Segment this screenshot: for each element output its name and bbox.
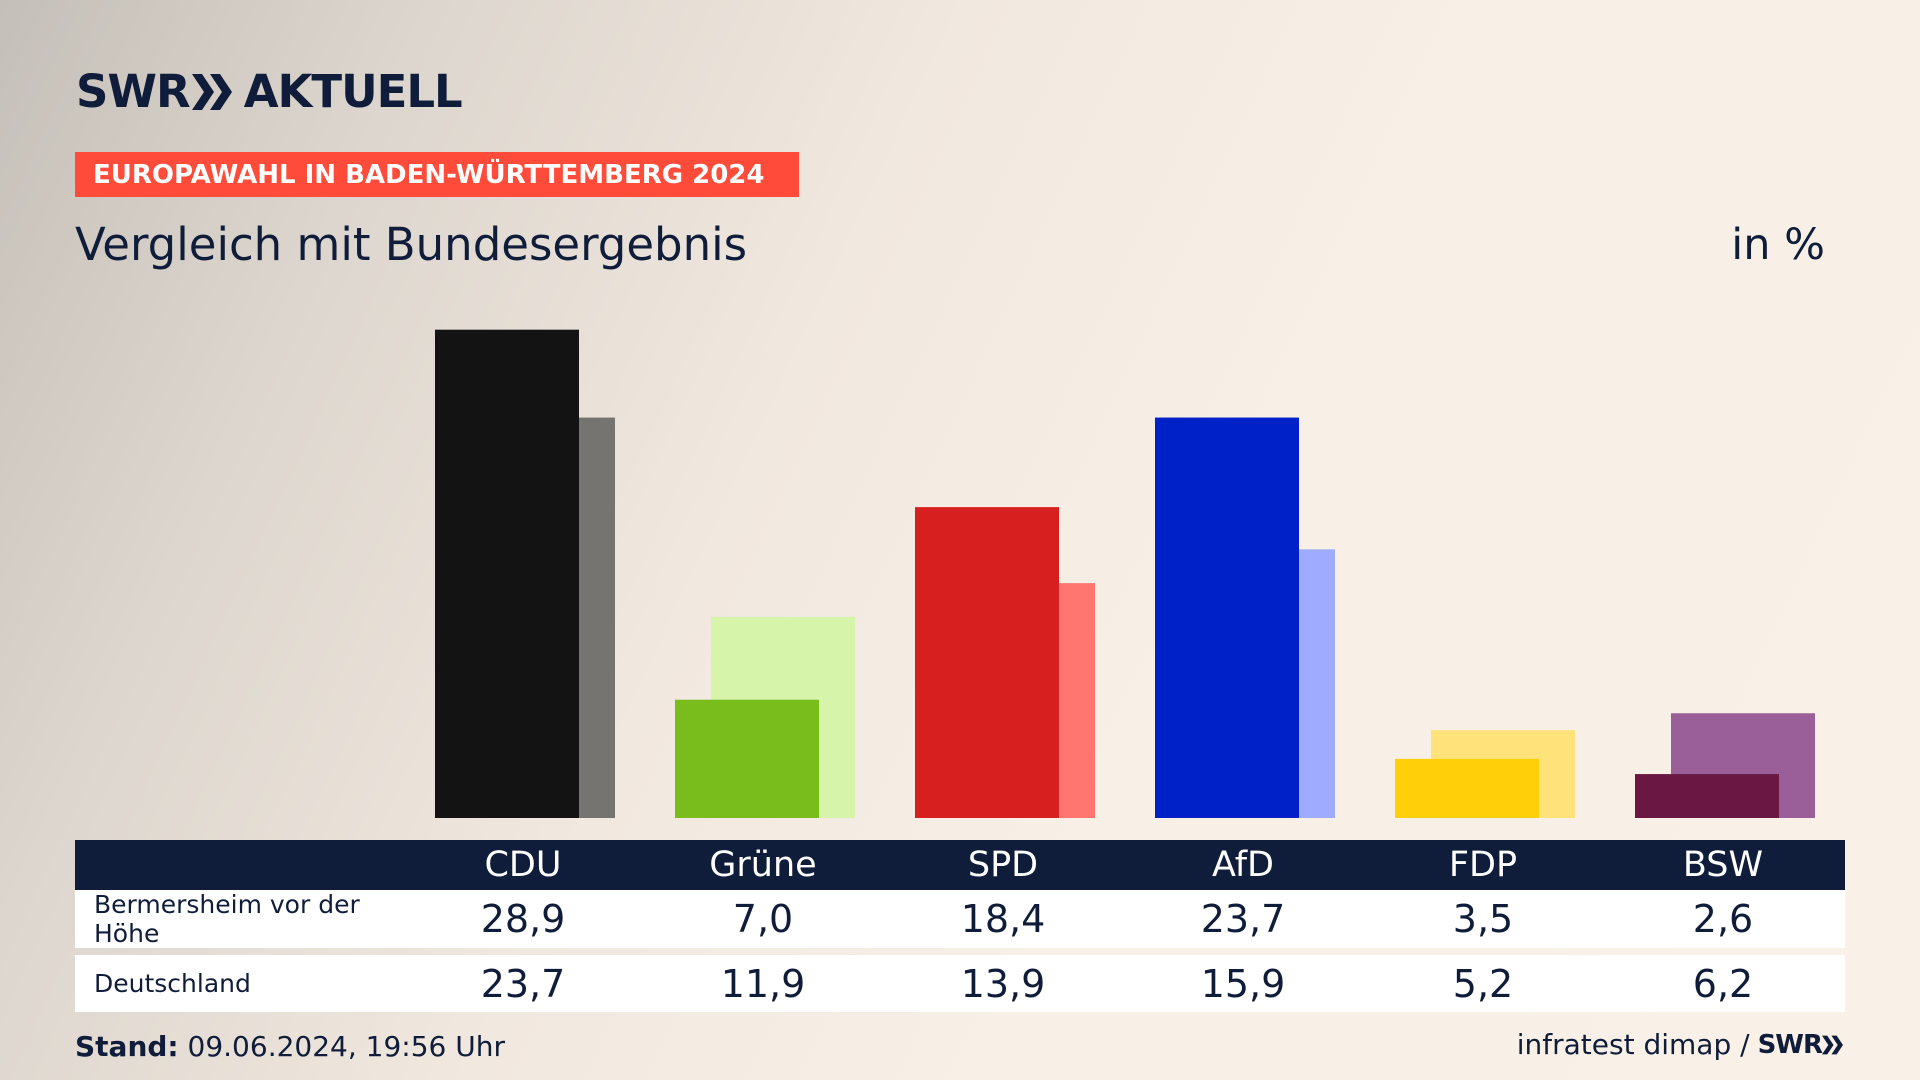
bar-local-fdp (1395, 758, 1539, 818)
swr-aktuell-logo: SWR AKTUELL (76, 65, 463, 118)
chart-title: Vergleich mit Bundesergebnis (75, 218, 748, 271)
header-fdp: FDP (1448, 845, 1518, 885)
unit-label: in % (1731, 220, 1825, 270)
value-local-spd: 18,4 (960, 897, 1046, 941)
value-local-gruene: 7,0 (732, 897, 794, 941)
election-badge-label: EUROPAWAHL IN BADEN-WÜRTTEMBERG 2024 (93, 159, 765, 190)
header-bsw: BSW (1682, 845, 1764, 885)
value-national-afd: 15,9 (1200, 961, 1286, 1006)
bar-local-afd (1155, 417, 1299, 818)
value-local-fdp: 3,5 (1452, 897, 1514, 941)
footer-chevrons-icon (1822, 1035, 1843, 1054)
table-row-local: Bermersheim vor der Höhe 28,9 7,0 18,4 2… (75, 890, 1845, 948)
value-national-bsw: 6,2 (1692, 961, 1754, 1006)
logo-swr-text: SWR (76, 65, 191, 118)
logo-aktuell-text: AKTUELL (243, 65, 463, 118)
source-label: infratest dimap / (1516, 1028, 1750, 1061)
value-national-cdu: 23,7 (480, 961, 566, 1006)
bar-local-gruene (675, 699, 819, 818)
value-national-spd: 13,9 (960, 961, 1046, 1006)
source-credit: infratest dimap / SWR (1517, 1028, 1844, 1061)
header-afd: AfD (1212, 845, 1274, 885)
value-local-cdu: 28,9 (480, 897, 566, 941)
row-label-local: Bermersheim vor der Höhe (94, 890, 360, 948)
table-header: CDU Grüne SPD AfD FDP BSW (75, 840, 1845, 890)
value-local-afd: 23,7 (1200, 897, 1286, 941)
table-row-national: Deutschland 23,7 11,9 13,9 15,9 5,2 6,2 (75, 955, 1845, 1012)
election-badge: EUROPAWAHL IN BADEN-WÜRTTEMBERG 2024 (75, 152, 799, 197)
value-national-fdp: 5,2 (1452, 961, 1514, 1006)
value-national-gruene: 11,9 (720, 961, 806, 1006)
row-label-national: Deutschland (94, 969, 251, 998)
bar-local-bsw (1635, 774, 1779, 818)
results-table: CDU Grüne SPD AfD FDP BSW Bermersheim vo… (75, 840, 1845, 1012)
chevrons-icon (191, 74, 232, 110)
header-gruene: Grüne (709, 845, 817, 885)
header-spd: SPD (967, 845, 1039, 885)
timestamp: Stand: 09.06.2024, 19:56 Uhr (75, 1030, 505, 1063)
bar-chart (435, 329, 1815, 818)
timestamp-label: Stand: (75, 1030, 179, 1063)
timestamp-value: 09.06.2024, 19:56 Uhr (187, 1030, 505, 1063)
header-cdu: CDU (484, 845, 562, 885)
value-local-bsw: 2,6 (1692, 897, 1754, 941)
footer-swr-logo: SWR (1757, 1029, 1823, 1060)
bar-local-cdu (435, 329, 579, 818)
bar-local-spd (915, 507, 1059, 818)
